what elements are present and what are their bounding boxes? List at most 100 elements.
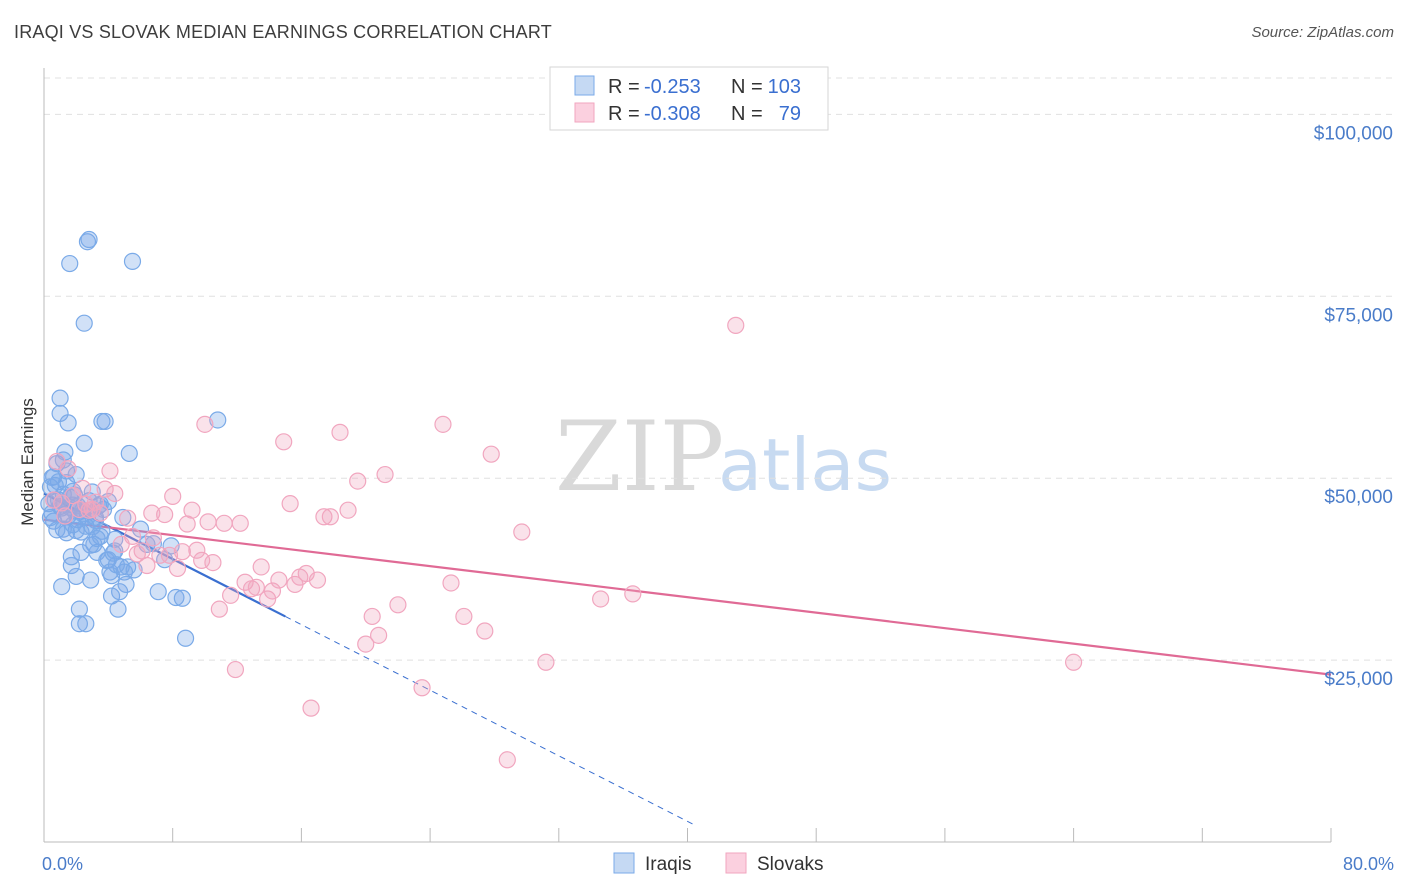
slovaks-point-37 (226, 660, 245, 679)
iraqis-point-68 (114, 508, 132, 527)
iraqis-point-91 (82, 536, 100, 554)
iraqis-point-38 (77, 615, 95, 633)
slovaks-point-13 (101, 462, 119, 480)
slovaks-point-71 (537, 653, 555, 671)
data-points (40, 230, 1083, 769)
y-tick-label-0: $25,000 (1324, 669, 1393, 690)
slovaks-point-60 (370, 626, 388, 644)
slovaks-point-65 (442, 574, 460, 592)
slovaks-point-68 (482, 445, 500, 463)
slovaks-point-74 (727, 316, 745, 334)
iraqis-point-81 (167, 588, 185, 607)
x-tick-label-0: 0.0% (42, 854, 83, 874)
slovaks-point-62 (389, 596, 407, 614)
iraqis-point-82 (173, 589, 191, 607)
stats-r-value-slovaks: -0.308 (644, 103, 701, 125)
iraqis-point-65 (109, 600, 127, 618)
y-tick-label-3: $100,000 (1314, 123, 1393, 144)
slovaks-point-47 (281, 495, 299, 513)
slovaks-point-22 (151, 546, 169, 564)
series-legend: Iraqis Slovaks (613, 852, 824, 875)
watermark-atlas: atlas (718, 423, 892, 507)
slovaks-point-21 (144, 529, 162, 547)
iraqis-point-83 (176, 629, 195, 647)
slovaks-point-51 (302, 699, 320, 717)
stats-r-label-iraqis: R = (608, 76, 640, 98)
slovaks-point-30 (188, 541, 206, 559)
iraqis-point-24 (62, 548, 80, 566)
slovaks-point-69 (498, 751, 516, 769)
watermark: ZIP atlas (555, 401, 892, 513)
slovaks-point-26 (168, 559, 187, 578)
slovaks-point-45 (270, 571, 288, 589)
iraqis-point-33 (70, 615, 88, 633)
slovaks-point-39 (236, 573, 254, 591)
slovaks-point-32 (199, 513, 217, 531)
slovaks-point-76 (196, 415, 214, 433)
iraqis-point-63 (106, 542, 124, 560)
slovaks-point-23 (156, 505, 174, 524)
iraqis-point-19 (59, 414, 77, 432)
slovaks-point-16 (119, 509, 137, 527)
slovaks-point-3 (56, 507, 74, 525)
iraqis-point-36 (75, 434, 93, 452)
slovaks-point-14 (106, 484, 124, 503)
slovaks-point-72 (592, 590, 610, 608)
slovaks-point-59 (363, 607, 381, 626)
slovaks-point-63 (413, 679, 431, 697)
stats-box: R = -0.253 N = 103 R = -0.308 N = 79 (549, 66, 829, 131)
iraqis-point-100 (41, 508, 60, 527)
stats-n-value-iraqis: 103 (768, 76, 801, 98)
iraqis-point-99 (54, 451, 72, 469)
slovaks-point-34 (210, 600, 228, 618)
iraqis-point-74 (125, 561, 143, 579)
slovaks-point-73 (624, 585, 642, 603)
x-tick-label-1: 80.0% (1343, 854, 1394, 874)
legend-label-slovaks: Slovaks (757, 854, 824, 875)
iraqis-point-93 (46, 476, 64, 495)
iraqis-trend-extension (285, 615, 696, 826)
slovaks-point-55 (331, 423, 349, 441)
iraqis-point-43 (82, 571, 100, 589)
slovaks-point-66 (455, 607, 473, 626)
slovaks-point-61 (376, 465, 394, 484)
slovaks-point-42 (252, 558, 270, 576)
trend-lines (43, 492, 1332, 826)
iraqis-point-55 (96, 412, 114, 431)
legend-label-iraqis: Iraqis (645, 854, 691, 875)
iraqis-point-72 (120, 444, 138, 463)
iraqis-point-28 (67, 567, 85, 586)
iraqis-point-84 (209, 411, 227, 429)
iraqis-point-22 (61, 254, 79, 273)
slovaks-point-67 (476, 622, 494, 640)
slovaks-point-64 (434, 415, 452, 433)
slovaks-point-41 (247, 578, 265, 596)
axes (43, 68, 1332, 843)
iraqis-point-97 (88, 529, 106, 548)
chart-title: IRAQI VS SLOVAK MEDIAN EARNINGS CORRELAT… (14, 22, 552, 42)
slovaks-point-18 (128, 545, 146, 563)
slovaks-point-75 (1064, 653, 1083, 671)
slovaks-point-12 (96, 480, 114, 498)
iraqis-point-70 (117, 575, 135, 594)
iraqis-point-32 (70, 600, 88, 618)
slovaks-point-27 (173, 543, 191, 561)
slovaks-point-58 (357, 635, 375, 653)
stats-n-value-slovaks: 79 (779, 103, 801, 125)
stats-swatch-slovaks (574, 102, 595, 123)
slovaks-point-38 (231, 514, 249, 532)
slovaks-point-4 (59, 460, 77, 478)
y-axis-label: Median Earnings (18, 398, 37, 526)
slovaks-point-35 (215, 514, 233, 532)
slovaks-point-43 (259, 590, 277, 608)
iraqis-point-78 (149, 583, 167, 601)
slovaks-point-20 (138, 556, 156, 575)
iraqis-point-12 (53, 578, 71, 596)
iraqis-point-41 (80, 230, 98, 249)
iraqis-point-37 (75, 314, 93, 332)
slovaks-point-52 (308, 571, 327, 589)
slovaks-point-24 (160, 546, 179, 564)
stats-n-label-iraqis: N = (731, 76, 763, 98)
slovaks-point-70 (513, 523, 531, 541)
